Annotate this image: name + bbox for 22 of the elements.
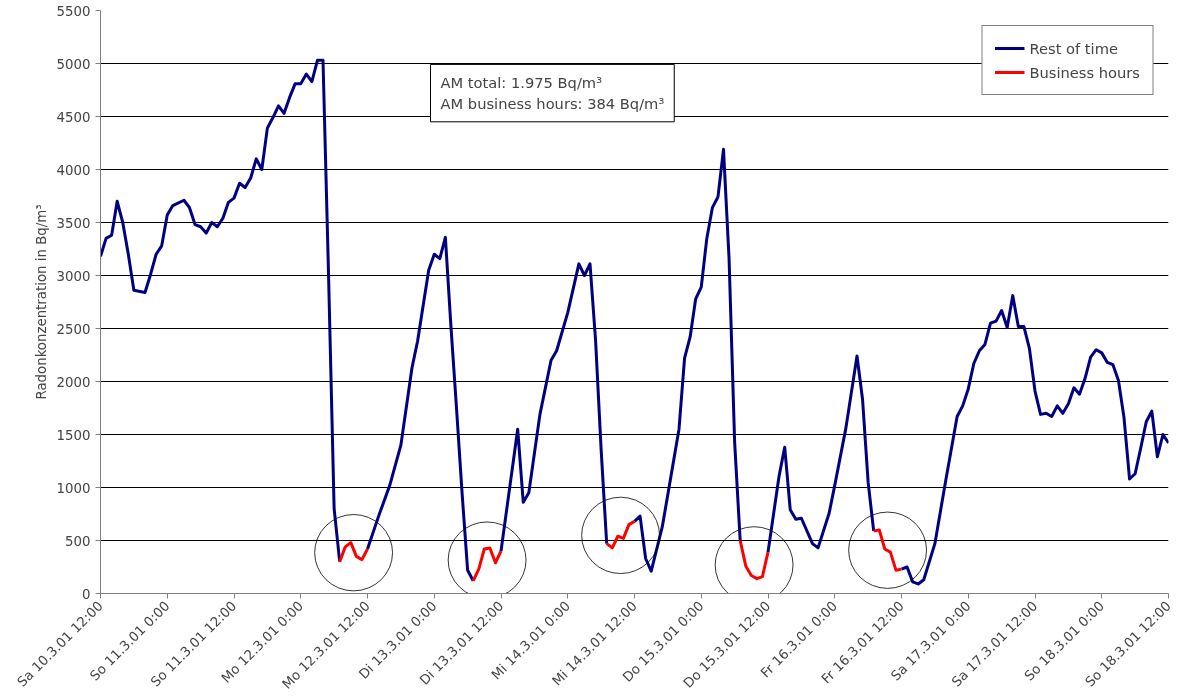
y-axis-title: Radonkonzentration in Bq/m³ [33,204,49,400]
y-tick-label: 1000 [56,480,91,496]
y-tick-label: 5000 [56,56,91,72]
y-tick-label: 2500 [56,321,91,337]
legend-label: Business hours [1029,63,1140,81]
y-tick-label: 3000 [56,268,91,284]
line-series [471,546,503,583]
legend-label: Rest of time [1029,39,1118,57]
y-tick-label: 2000 [56,374,91,390]
annotation: AM total: 1.975 Bq/m³ [440,74,603,92]
annotation: AM business hours: 384 Bq/m³ [440,94,665,112]
line-series [338,541,369,564]
y-tick-label: 5500 [56,3,91,19]
y-tick-label: 0 [82,586,91,602]
line-series [872,528,903,572]
y-tick-label: 500 [65,533,91,549]
y-tick-label: 4500 [56,109,91,125]
line-series [738,539,770,581]
y-tick-label: 4000 [56,162,91,178]
line-series [605,519,636,550]
y-tick-label: 3500 [56,215,91,231]
y-tick-label: 1500 [56,427,91,443]
